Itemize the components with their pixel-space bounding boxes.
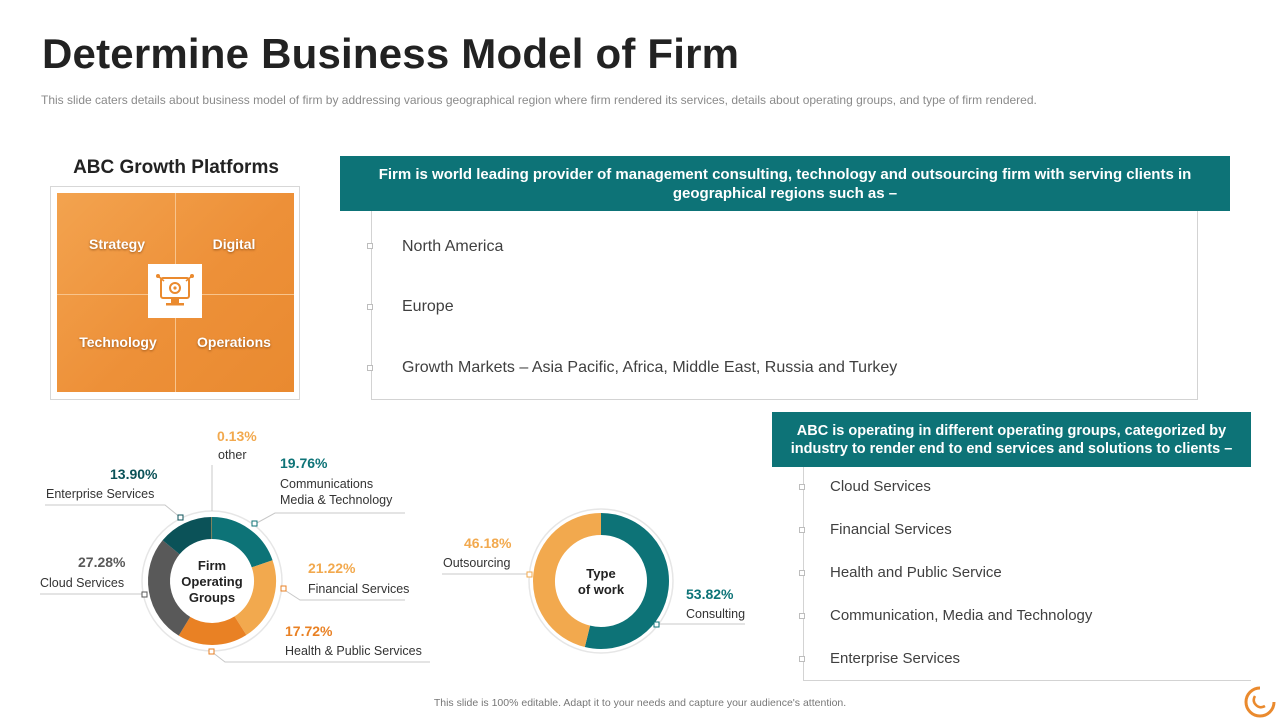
bullet-marker [367,365,373,371]
donut-slice-communications-media-technology [211,517,273,568]
consulting-segment-label: Consulting [686,607,746,621]
cloud-percent-label: 27.28% [78,554,126,570]
bullet-marker [799,570,805,576]
donut-operating-groups [148,517,276,645]
donut-slice-cloud-services [148,540,191,636]
consulting-percent-label: 53.82% [686,586,734,602]
financial-segment-label: Financial Services [308,582,410,596]
donut-type-of-work [533,513,669,649]
page-subtitle: This slide caters details about business… [41,93,1037,107]
quadrant-technology: Technology [79,334,157,350]
brand-logo-icon [1244,686,1276,718]
donut-slice-enterprise-services [162,517,213,555]
chart1-leader-lines [40,465,430,663]
region-item: Growth Markets – Asia Pacific, Africa, M… [402,359,898,376]
financial-percent-label: 21.22% [308,560,356,576]
donut-1-center-label: Firm Operating Groups [172,558,252,606]
bullet-marker [367,243,373,249]
bullet-marker [799,484,805,490]
center-label-line: Groups [188,590,236,605]
communications-percent-label: 19.76% [280,455,328,471]
outsourcing-percent-label: 46.18% [464,535,512,551]
center-label-line: of work [577,582,625,597]
donut-2-center-label: Type of work [561,566,641,598]
group-item: Enterprise Services [830,650,961,667]
growth-platforms-title: ABC Growth Platforms [73,157,279,178]
bullet-marker [799,527,805,533]
group-item: Health and Public Service [830,564,1002,581]
other-segment-label: other [218,448,247,462]
bullet-marker [799,656,805,662]
group-item: Communication, Media and Technology [830,607,1093,624]
health-percent-label: 17.72% [285,623,333,639]
digital-strategy-icon [148,264,202,318]
quadrant-strategy: Strategy [88,236,146,252]
regions-header: Firm is world leading provider of manage… [340,156,1230,211]
page-title: Determine Business Model of Firm [42,30,740,77]
donut-slice-outsourcing [533,513,602,648]
cloud-segment-label: Cloud Services [40,576,125,590]
center-label-line: Operating [181,574,243,589]
bullet-marker [367,304,373,310]
chart2-leader-lines [442,573,745,625]
bullet-marker [799,613,805,619]
outsourcing-segment-label: Outsourcing [443,556,511,570]
communications-segment-label: Communications Media & Technology [280,477,393,507]
center-label-line: Firm [197,558,227,573]
group-item: Cloud Services [830,478,931,495]
enterprise-segment-label: Enterprise Services [46,487,155,501]
region-item: North America [402,238,504,255]
center-label-line: Type [586,566,616,581]
group-item: Financial Services [830,521,952,538]
quadrant-operations: Operations [197,334,271,350]
footer-note: This slide is 100% editable. Adapt it to… [433,697,847,709]
operating-groups-header: ABC is operating in different operating … [772,412,1251,467]
enterprise-percent-label: 13.90% [110,466,158,482]
donut-slice-financial-services [234,560,276,635]
donut-slice-health-public-services [178,616,247,645]
chart2-connector-dots [526,571,660,628]
quadrant-digital: Digital [212,236,256,252]
region-item: Europe [402,298,454,315]
other-percent-label: 0.13% [217,428,257,444]
growth-platforms-frame [50,186,300,400]
health-segment-label: Health & Public Services [285,644,422,658]
chart1-connector-dots [141,514,287,655]
donut-slice-consulting [584,513,669,649]
donut-2-outer-ring [528,508,674,654]
